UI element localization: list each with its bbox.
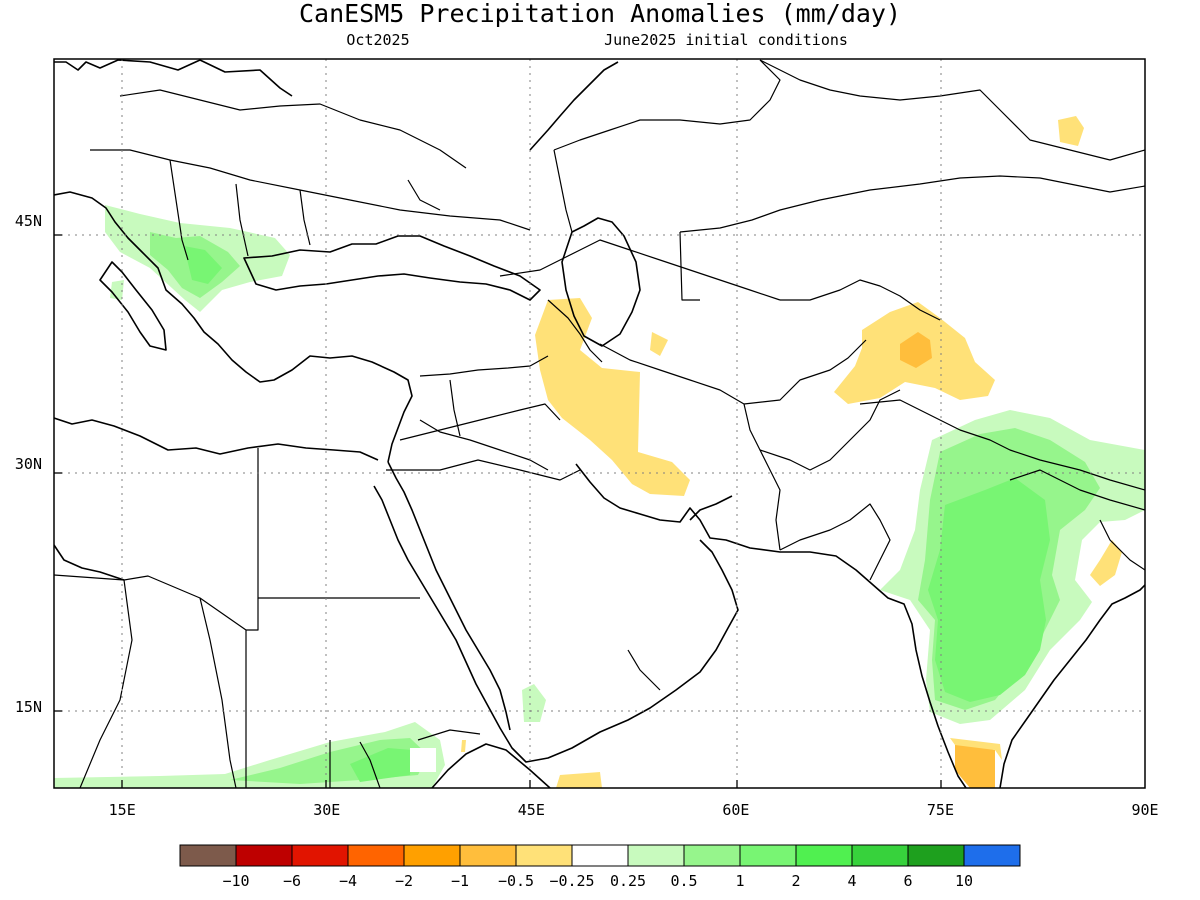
south-india-dry-edge [950,738,1002,760]
colorbar-label: 1 [735,872,744,890]
country-borders [54,59,1145,788]
colorbar-label: 10 [955,872,973,890]
lat-label-15n: 15N [15,698,42,716]
init-conditions: June2025 initial conditions [604,31,848,49]
red-sea-dry-dot [461,740,466,752]
colorbar-label: −0.5 [498,872,534,890]
valid-month: Oct2025 [346,31,409,49]
map-title: CanESM5 Precipitation Anomalies (mm/day) [299,0,901,28]
colorbar-label: −0.25 [549,872,594,890]
anomaly-shading [54,116,1145,788]
ethiopia-gap [410,748,436,772]
colorbar-label: −10 [222,872,249,890]
coastlines [54,59,1145,788]
colorbar-swatch [459,844,517,867]
latitude-labels: 45N 30N 15N [15,212,42,716]
colorbar-swatch [347,844,405,867]
colorbar-label: −4 [339,872,357,890]
tibet-dry-spot [1058,116,1084,146]
map-frame [53,58,1146,789]
colorbar-swatch [235,844,293,867]
iran-dry-area [535,298,690,496]
lon-label-60e: 60E [722,801,749,819]
lon-label-75e: 75E [927,801,954,819]
lon-label-90e: 90E [1131,801,1158,819]
colorbar-swatch [795,844,853,867]
lon-label-45e: 45E [518,801,545,819]
colorbar-label: 6 [903,872,912,890]
frame-ticks [54,234,942,788]
colorbar-label: 0.5 [670,872,697,890]
india-wet-core [928,478,1050,702]
colorbar-label: 4 [847,872,856,890]
colorbar-swatch [739,844,797,867]
balkans-wet-inner [184,246,222,284]
colorbar-label: −1 [451,872,469,890]
yemen-wet [522,684,546,722]
caspian-dry-spot [650,332,668,356]
colorbar-swatch [515,844,573,867]
ethiopia-wet-core [350,748,412,782]
colorbar-swatch [907,844,965,867]
lat-label-30n: 30N [15,455,42,473]
colorbar-swatch [851,844,909,867]
colorbar-swatch [403,844,461,867]
colorbar-swatch [963,844,1021,867]
colorbar-label: −6 [283,872,301,890]
colorbar-swatch [683,844,741,867]
kashmir-dry-core [900,332,932,368]
somalia-dry [556,772,602,788]
lon-label-15e: 15E [109,801,136,819]
colorbar-labels: −10 −6 −4 −2 −1 −0.5 −0.25 0.25 0.5 1 2 4 6 10 [222,872,973,890]
lat-label-45n: 45N [15,212,42,230]
colorbar-swatch [571,844,629,867]
colorbar-label: 0.25 [610,872,646,890]
map-panel [54,59,1145,788]
south-india-dry [955,742,995,788]
colorbar [179,844,1021,867]
longitude-labels: 15E 30E 45E 60E 75E 90E [109,801,1159,819]
lon-label-30e: 30E [313,801,340,819]
gridlines [54,59,1145,788]
colorbar-swatch [179,844,237,867]
colorbar-swatch [627,844,685,867]
colorbar-label: −2 [395,872,413,890]
bangladesh-dry-spot [1090,540,1122,586]
colorbar-swatch [291,844,349,867]
colorbar-label: 2 [791,872,800,890]
